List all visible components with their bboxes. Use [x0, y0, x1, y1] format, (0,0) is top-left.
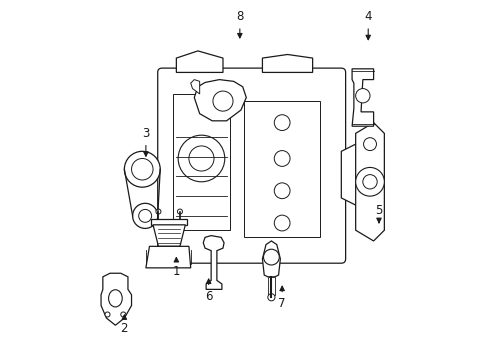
Text: 2: 2 [121, 315, 128, 335]
Polygon shape [341, 144, 366, 205]
Ellipse shape [108, 290, 122, 307]
Polygon shape [262, 54, 312, 72]
Text: 8: 8 [236, 10, 243, 38]
Polygon shape [172, 94, 230, 230]
Circle shape [178, 135, 224, 182]
Polygon shape [355, 123, 384, 241]
Polygon shape [190, 80, 199, 94]
FancyBboxPatch shape [158, 68, 345, 263]
Circle shape [139, 210, 151, 222]
Text: 6: 6 [204, 279, 212, 303]
Circle shape [274, 150, 289, 166]
Polygon shape [194, 80, 246, 121]
Polygon shape [101, 273, 131, 325]
Polygon shape [351, 69, 373, 126]
Circle shape [188, 146, 214, 171]
Polygon shape [176, 51, 223, 72]
Circle shape [132, 203, 158, 228]
Circle shape [156, 209, 161, 214]
Circle shape [124, 151, 160, 187]
Circle shape [121, 312, 125, 317]
Circle shape [212, 91, 233, 111]
Circle shape [362, 175, 376, 189]
Circle shape [274, 183, 289, 199]
Text: 7: 7 [278, 286, 285, 310]
Circle shape [363, 138, 376, 150]
Text: 5: 5 [374, 204, 382, 223]
Polygon shape [267, 277, 274, 295]
Circle shape [355, 89, 369, 103]
Circle shape [267, 294, 274, 301]
Circle shape [263, 249, 279, 265]
Circle shape [274, 215, 289, 231]
Polygon shape [145, 246, 190, 268]
Text: 4: 4 [364, 10, 371, 40]
Circle shape [177, 209, 182, 214]
Circle shape [131, 158, 153, 180]
Text: 1: 1 [172, 257, 180, 278]
Polygon shape [151, 220, 187, 225]
Polygon shape [244, 101, 319, 237]
Polygon shape [262, 241, 280, 277]
Polygon shape [153, 225, 185, 246]
Circle shape [355, 167, 384, 196]
Polygon shape [203, 235, 224, 289]
Circle shape [274, 115, 289, 131]
Circle shape [105, 312, 110, 317]
Text: 3: 3 [142, 127, 149, 156]
